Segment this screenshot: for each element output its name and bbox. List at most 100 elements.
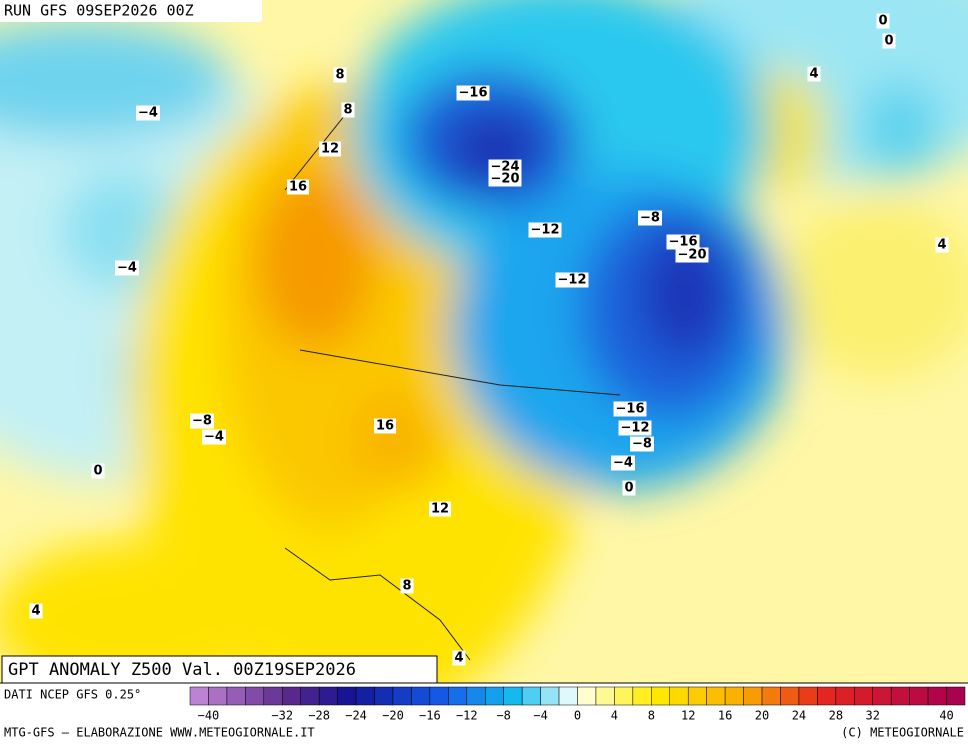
colorbar-label: −40 [198,709,220,723]
colorbar-swatch [780,686,800,706]
contour-label-box [488,171,522,187]
contour-label-box [876,13,890,29]
contour-label: 16 [289,180,307,195]
contour-label-box [807,66,821,82]
colorbar-label: −16 [419,709,441,723]
run-label: RUN GFS 09SEP2026 00Z [4,2,194,20]
colorbar-swatch [577,686,597,706]
contour-label: 12 [321,142,339,157]
contour-label: 4 [809,67,818,82]
contour-label-box [935,237,949,253]
colorbar-swatch [282,686,301,706]
colorbar-swatch [226,686,246,706]
colorbar-swatch [872,686,892,706]
contour-label-box [452,650,466,666]
contour-label-box [202,429,226,445]
contour-label-box [91,463,105,479]
colorbar-swatch [946,686,966,706]
contour-label-box [611,455,635,471]
contour-label: 12 [431,502,449,517]
contour-label: −20 [678,248,707,263]
colorbar-swatch [835,686,855,706]
contour-label-box [333,67,347,83]
contour-label-box [666,234,700,250]
contour-label-box [286,179,310,195]
contour-label: −4 [613,456,633,471]
contour-label-box [488,159,522,175]
credit-label: MTG-GFS — ELABORAZIONE WWW.METEOGIORNALE… [4,726,315,740]
colorbar-label: 24 [792,709,806,723]
contour-label: −8 [632,437,652,452]
colorbar-label: 32 [866,709,880,723]
colorbar-swatch [614,686,634,706]
colorbar-label: −8 [496,709,510,723]
colorbar-swatch [374,686,394,706]
colorbar-swatch [448,686,468,706]
contour-label: −8 [192,414,212,429]
colorbar-swatch [263,686,283,706]
colorbar-label: −20 [382,709,404,723]
colorbar-swatch [761,686,781,706]
colorbar-swatch [503,686,523,706]
colorbar-swatch [909,686,929,706]
colorbar-swatch [687,686,707,706]
colorbar-swatch [484,686,504,706]
contour-label-box [400,578,414,594]
map-title: GPT ANOMALY Z500 Val. 00Z19SEP2026 [8,660,356,680]
colorbar-swatch [558,686,578,706]
colorbar: −40 −32 −28 −24 −20 −16 −12 −8 −4 0 4 8 12 16 20 24 28 32… [189,686,966,723]
contour-label-box [675,247,709,263]
colorbar-label: −28 [308,709,330,723]
colorbar-label: 8 [648,709,655,723]
colorbar-swatch [798,686,818,706]
contour-label-box [373,418,397,434]
copyright-label: (C) METEOGIORNALE [841,726,964,740]
contour-label: −12 [531,223,560,238]
colorbar-swatch [669,686,689,706]
colorbar-swatch [245,686,265,706]
contour-label-box [136,105,160,121]
contour-label: 8 [402,579,411,594]
contour-label: 0 [93,464,102,479]
colorbar-swatch [927,686,947,706]
contour-label: −4 [117,261,137,276]
contour-label: −4 [204,430,224,445]
contour-label-box [456,85,490,101]
colorbar-label: −12 [456,709,478,723]
contour-label: −4 [138,106,158,121]
contour-label-box [622,480,636,496]
contour-label: 8 [343,103,352,118]
colorbar-swatch [466,686,486,706]
colorbar-swatch [890,686,910,706]
colorbar-label: −4 [533,709,547,723]
contour-label: −20 [491,172,520,187]
colorbar-swatch [854,686,873,706]
colorbar-swatch [595,686,615,706]
colorbar-swatch [429,686,449,706]
contour-label-box [341,102,355,118]
contour-label-box [555,272,589,288]
source-label: DATI NCEP GFS 0.25° [4,688,141,702]
contour-label-box [882,33,896,49]
colorbar-swatch [208,686,228,706]
colorbar-label: 40 [939,709,953,723]
contour-label: 4 [454,651,463,666]
colorbar-swatch [743,686,763,706]
contour-label-box [29,603,43,619]
contour-label-box [318,141,342,157]
contour-label: 4 [31,604,40,619]
colorbar-swatch [392,686,412,706]
colorbar-swatch [817,686,837,706]
colorbar-label: 0 [574,709,581,723]
contour-label-box [190,413,214,429]
colorbar-label: 16 [718,709,732,723]
contour-label-box [618,420,652,436]
colorbar-swatch [300,686,320,706]
colorbar-swatch [355,686,375,706]
contour-label: 16 [376,419,394,434]
colorbar-label: −24 [345,709,367,723]
contour-label-box [613,401,647,417]
